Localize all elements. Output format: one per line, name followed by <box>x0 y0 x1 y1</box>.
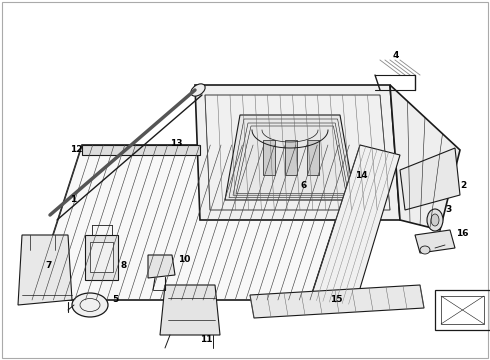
Polygon shape <box>32 145 360 300</box>
Text: 6: 6 <box>300 180 306 189</box>
Text: 2: 2 <box>460 180 466 189</box>
Text: 8: 8 <box>120 261 126 270</box>
Polygon shape <box>18 235 72 305</box>
Text: 15: 15 <box>330 296 343 305</box>
Polygon shape <box>400 148 460 210</box>
Text: 5: 5 <box>112 296 118 305</box>
Text: 12: 12 <box>70 145 82 154</box>
Ellipse shape <box>191 84 205 96</box>
Polygon shape <box>195 85 400 220</box>
Text: 4: 4 <box>393 50 399 59</box>
Bar <box>307 140 319 175</box>
Polygon shape <box>82 145 200 155</box>
Bar <box>285 140 297 175</box>
Ellipse shape <box>431 214 439 226</box>
Polygon shape <box>148 255 175 278</box>
Bar <box>90 242 113 272</box>
Ellipse shape <box>427 209 443 231</box>
Polygon shape <box>310 145 400 305</box>
Text: 14: 14 <box>355 171 368 180</box>
Text: 13: 13 <box>170 139 182 148</box>
Ellipse shape <box>420 246 430 254</box>
Polygon shape <box>390 85 460 230</box>
Ellipse shape <box>72 293 108 317</box>
Text: 10: 10 <box>178 256 191 265</box>
Text: 3: 3 <box>445 206 451 215</box>
Text: 7: 7 <box>45 261 51 270</box>
Bar <box>441 296 484 324</box>
Bar <box>263 140 275 175</box>
Polygon shape <box>160 285 220 335</box>
Bar <box>435 290 490 330</box>
Polygon shape <box>250 285 424 318</box>
Polygon shape <box>415 230 455 253</box>
Text: 1: 1 <box>70 195 76 204</box>
Text: 11: 11 <box>200 336 213 345</box>
Text: 16: 16 <box>456 229 468 238</box>
Polygon shape <box>225 115 355 200</box>
Polygon shape <box>85 235 118 280</box>
